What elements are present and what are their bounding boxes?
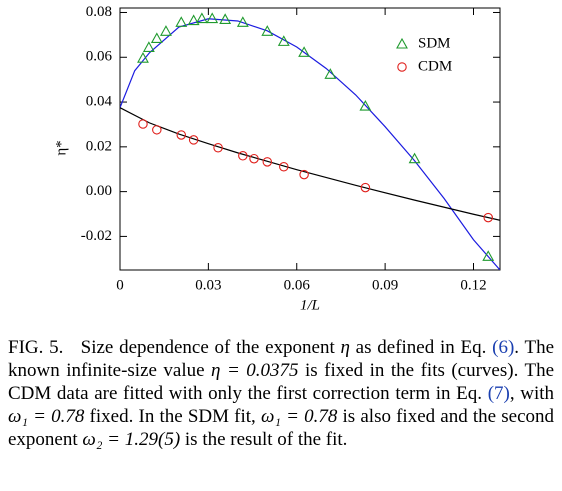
data-point	[187, 14, 200, 26]
data-point	[261, 25, 274, 36]
data-point	[482, 250, 495, 261]
data-point	[238, 151, 248, 161]
data-point	[236, 16, 249, 27]
fit-curve	[120, 107, 500, 221]
plot-frame	[119, 7, 501, 271]
caption-text: . The known infinite-size value	[8, 337, 554, 381]
caption-text: is also fixed and the second exponent	[8, 406, 555, 450]
y-tick-label: 0.02	[86, 138, 112, 154]
data-point	[176, 130, 187, 140]
data-point	[298, 46, 311, 57]
legend-label: CDM	[418, 58, 452, 74]
y-tick-label: 0.00	[86, 183, 112, 199]
caption-text: , with	[509, 383, 555, 404]
data-point	[137, 52, 149, 63]
chart: 1/L η* -0.02 0.00 0.02 0.04 0.06 0.08 0 0.03 0.0…	[53, 4, 501, 313]
x-tick-label: 0.09	[372, 277, 398, 293]
y-tick-label: -0.02	[81, 228, 112, 244]
data-point	[299, 169, 309, 180]
data-point	[195, 12, 208, 24]
data-point	[483, 212, 493, 223]
data-point	[206, 12, 219, 24]
caption-link[interactable]: (7)	[487, 383, 510, 404]
data-point	[175, 16, 188, 27]
data-point	[249, 153, 259, 164]
data-point	[160, 25, 172, 36]
caption-text: is fixed in the fits (curves). The CDM d…	[8, 360, 555, 404]
data-point	[152, 125, 162, 135]
x-tick-label: 0.03	[195, 277, 221, 293]
data-point	[150, 32, 163, 44]
data-point	[138, 119, 148, 129]
data-point	[408, 152, 421, 164]
caption-math: ω₁ = 0.78	[8, 406, 85, 427]
y-axis-label: η*	[53, 140, 69, 155]
caption-text: as defined in Eq.	[349, 337, 493, 358]
data-point	[360, 182, 371, 193]
fit-curve	[120, 18, 500, 270]
data-point	[188, 135, 199, 145]
caption-math: ω₁ = 0.78	[260, 406, 338, 427]
caption-link[interactable]: (6)	[492, 337, 515, 358]
caption-text: fixed. In the SDM fit,	[84, 406, 261, 427]
caption-text: is the result of the fit.	[180, 429, 348, 450]
caption-math: η	[340, 337, 350, 358]
data-point	[262, 157, 273, 167]
caption-label: FIG. 5.	[8, 337, 64, 358]
data-point	[277, 35, 290, 46]
x-tick-label: 0.06	[284, 277, 311, 293]
x-axis-label: 1/L	[300, 297, 320, 313]
y-tick-label: 0.06	[86, 49, 113, 65]
data-point	[213, 142, 223, 153]
data-point	[142, 41, 155, 52]
x-tick-label: 0	[116, 277, 124, 293]
caption: FIG. 5. Size dependence of the exponent …	[8, 336, 554, 451]
caption-math: ω₂ = 1.29(5)	[82, 429, 181, 450]
data-point	[359, 99, 372, 111]
legend-label: SDM	[418, 35, 451, 51]
data-point	[324, 68, 337, 79]
caption-math: η = 0.0375	[211, 360, 299, 381]
legend-marker	[396, 37, 408, 49]
data-point	[279, 162, 289, 172]
data-point	[219, 13, 232, 24]
y-tick-label: 0.04	[86, 93, 113, 109]
x-tick-label: 0.12	[460, 277, 486, 293]
y-tick-label: 0.08	[86, 4, 112, 20]
legend-marker	[397, 62, 407, 72]
caption-text: Size dependence of the exponent	[80, 337, 341, 358]
